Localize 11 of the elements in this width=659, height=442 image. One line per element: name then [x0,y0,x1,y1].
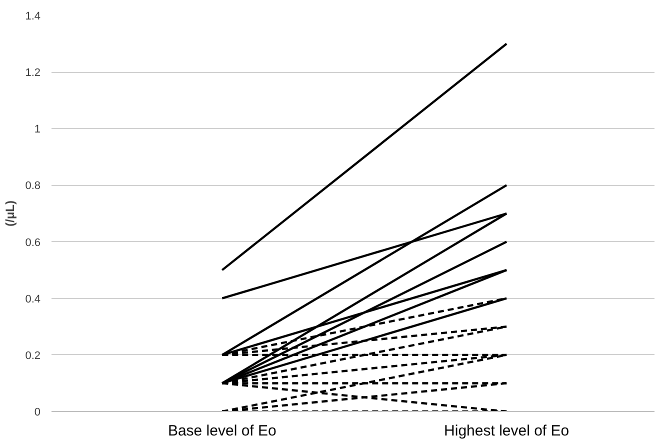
y-tick-label: 0 [34,406,41,418]
y-tick-label: 0.6 [25,236,41,249]
y-tick-label: 1 [34,124,41,136]
y-tick-label: 1.2 [25,67,41,80]
y-tick-label: 0.8 [25,180,41,192]
x-tick-label: Base level of Eo [168,422,276,440]
y-axis-title: (/μL) [3,200,18,226]
y-tick-label: 1.4 [25,10,41,22]
y-tick-label: 0.2 [25,350,41,362]
y-tick-label: 0.4 [25,293,41,306]
x-tick-label: Highest level of Eo [444,422,570,440]
